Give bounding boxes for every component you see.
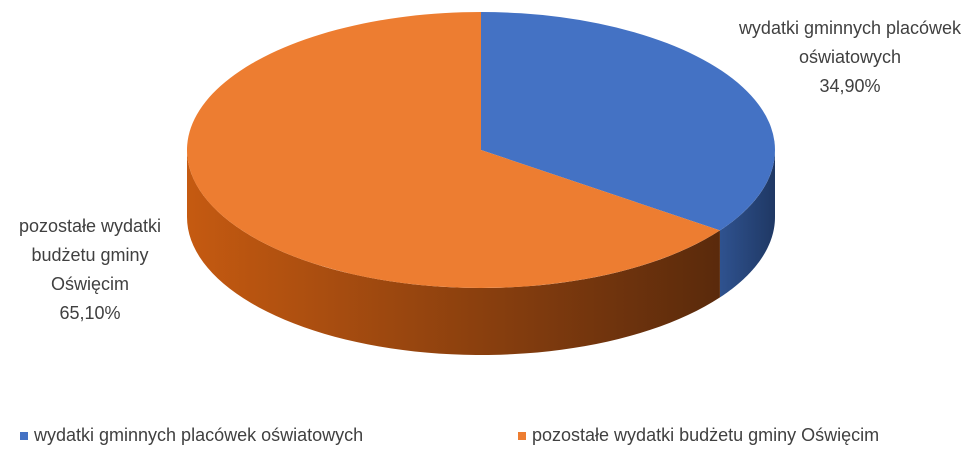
data-label-value: 34,90%: [819, 76, 881, 96]
legend-swatch: [518, 432, 526, 441]
pie-side: [187, 150, 720, 355]
data-label-category: pozostałe wydatki budżetu gminy Oświęcim: [18, 216, 162, 294]
legend-label: wydatki gminnych placówek oświatowych: [34, 425, 364, 445]
legend-label: pozostałe wydatki budżetu gminy Oświęcim: [532, 425, 880, 445]
data-label-value: 65,10%: [59, 303, 121, 323]
pie-side: [719, 150, 775, 298]
data-label: wydatki gminnych placówek oświatowych 34,…: [735, 14, 964, 101]
legend-item: pozostałe wydatki budżetu gminy Oświęcim: [518, 425, 879, 446]
data-label: pozostałe wydatki budżetu gminy Oświęcim…: [0, 212, 180, 328]
pie-slice: [186, 12, 720, 288]
legend-item: wydatki gminnych placówek oświatowych: [20, 425, 363, 446]
pie-slice: [481, 12, 776, 231]
data-label-category: wydatki gminnych placówek oświatowych: [738, 18, 962, 67]
legend-swatch: [20, 432, 28, 441]
